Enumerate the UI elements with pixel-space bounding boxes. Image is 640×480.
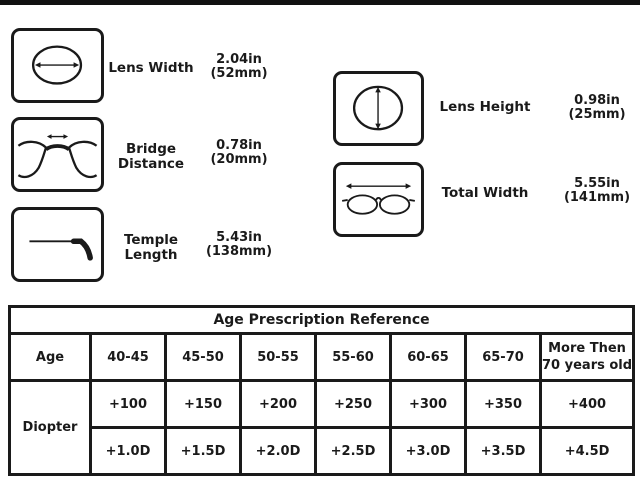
diopter-d-cell: +3.5D bbox=[464, 426, 542, 476]
age-prescription-table: Age Prescription Reference Age 40-45 45-… bbox=[7, 305, 636, 476]
diopter-d-cell: +4.5D bbox=[538, 426, 636, 476]
bridge-distance-value: 0.78in (20mm) bbox=[210, 138, 268, 167]
diopter-d-cell: +2.5D bbox=[314, 426, 392, 476]
lens-width-icon bbox=[11, 28, 104, 103]
age-range-cell: 65-70 bbox=[464, 332, 542, 382]
table-row: Age 40-45 45-50 50-55 55-60 60-65 65-70 … bbox=[8, 332, 636, 382]
age-range-cell: 60-65 bbox=[389, 332, 467, 382]
bridge-distance-icon bbox=[11, 117, 104, 192]
age-header-cell: Age bbox=[8, 332, 92, 382]
diopter-cell: +100 bbox=[89, 379, 167, 429]
age-range-last-cell: More Then 70 years old bbox=[538, 332, 636, 382]
lens-width-label: Lens Width bbox=[108, 60, 194, 76]
age-last-line2: 70 years old bbox=[542, 358, 633, 373]
diopter-cell: +200 bbox=[239, 379, 317, 429]
table-title: Age Prescription Reference bbox=[7, 305, 636, 335]
diopter-d-cell: +2.0D bbox=[239, 426, 317, 476]
diopter-d-cell: +1.0D bbox=[89, 426, 167, 476]
temple-length-label: Temple Length bbox=[123, 232, 179, 263]
total-width-value: 5.55in (141mm) bbox=[563, 176, 631, 205]
diopter-cell: +400 bbox=[538, 379, 636, 429]
diopter-cell: +350 bbox=[464, 379, 542, 429]
lens-height-label: Lens Height bbox=[439, 99, 531, 115]
table-row: Diopter +100 +150 +200 +250 +300 +350 +4… bbox=[8, 379, 636, 476]
bridge-distance-label: Bridge Distance bbox=[117, 141, 185, 172]
temple-length-value: 5.43in (138mm) bbox=[205, 230, 273, 259]
top-border-bar bbox=[0, 0, 640, 5]
lens-height-value: 0.98in (25mm) bbox=[568, 93, 626, 122]
diopter-d-cell: +3.0D bbox=[389, 426, 467, 476]
diopter-cell: +250 bbox=[314, 379, 392, 429]
diopter-cell: +300 bbox=[389, 379, 467, 429]
diopter-d-cell: +1.5D bbox=[164, 426, 242, 476]
age-range-cell: 40-45 bbox=[89, 332, 167, 382]
lens-width-value: 2.04in (52mm) bbox=[210, 52, 268, 81]
table-row: +1.0D +1.5D +2.0D +2.5D +3.0D +3.5D +4.5… bbox=[10, 426, 636, 476]
total-width-icon bbox=[333, 162, 424, 237]
age-last-line1: More Then bbox=[548, 341, 626, 356]
diopter-cell: +150 bbox=[164, 379, 242, 429]
lens-height-icon bbox=[333, 71, 424, 146]
diopter-header-cell: Diopter bbox=[8, 379, 92, 476]
age-range-cell: 55-60 bbox=[314, 332, 392, 382]
total-width-label: Total Width bbox=[441, 185, 529, 201]
temple-length-icon bbox=[11, 207, 104, 282]
age-range-cell: 50-55 bbox=[239, 332, 317, 382]
age-range-cell: 45-50 bbox=[164, 332, 242, 382]
